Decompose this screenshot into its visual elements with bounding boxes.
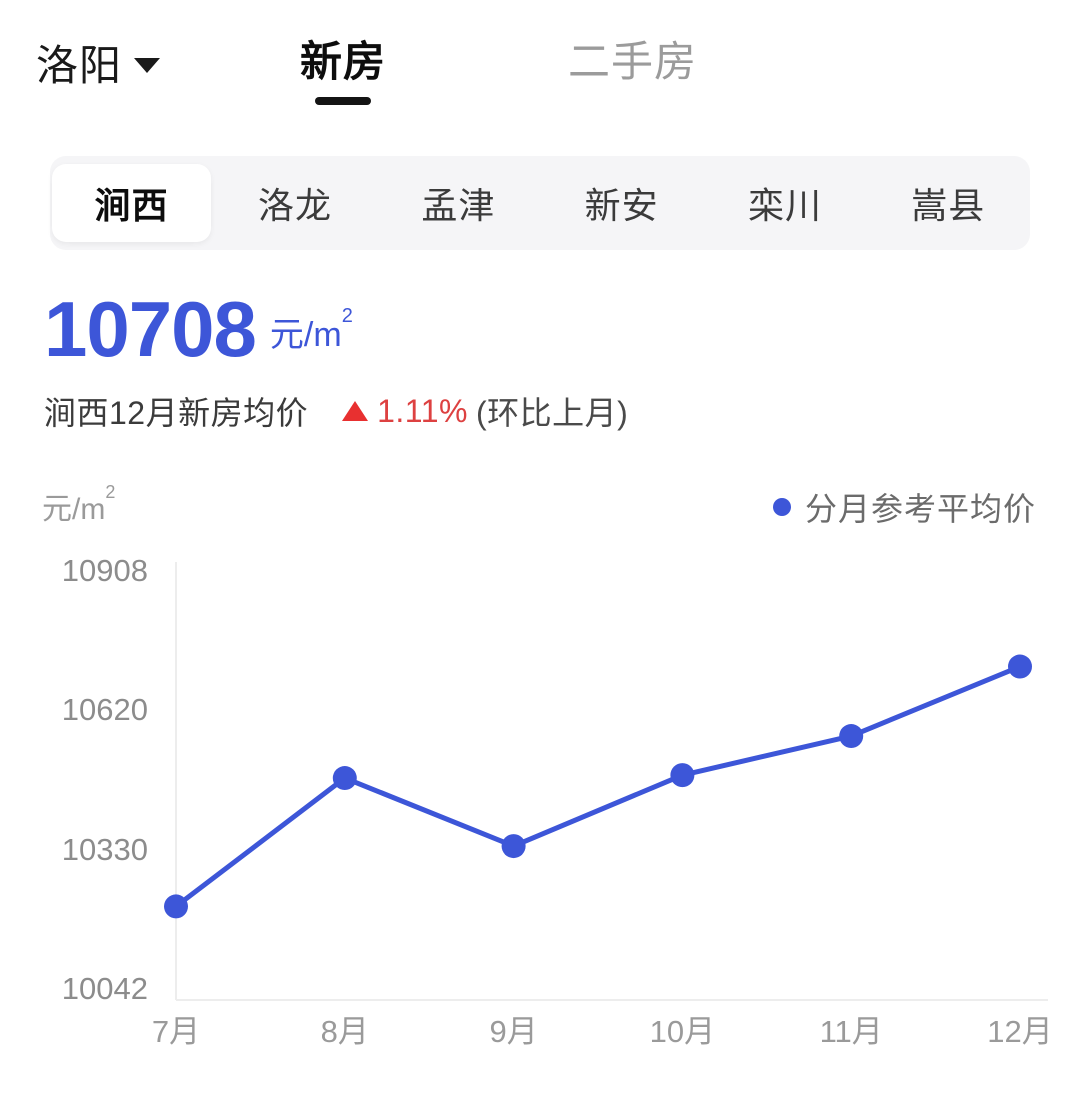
price-change-badge: 1.11% <box>342 393 468 430</box>
series-data-point[interactable] <box>839 724 864 749</box>
y-axis-tick-labels: 10908 10620 10330 10042 <box>62 553 148 1006</box>
series-data-point[interactable] <box>332 766 357 791</box>
series-data-point[interactable] <box>1008 654 1032 679</box>
city-selector[interactable]: 洛阳 <box>36 32 161 93</box>
chart-axes <box>175 562 1048 1001</box>
price-trend-chart: 元/m2 分月参考平均价 10908 10620 10330 10042 7月 8月 9月… <box>0 470 1080 1116</box>
district-tab-jianxi[interactable]: 涧西 <box>52 164 212 242</box>
tab-inactive-underline <box>605 97 661 105</box>
tab-new-house[interactable]: 新房 <box>300 28 386 109</box>
price-change-value: 1.11% <box>377 392 468 429</box>
y-axis-tick-label: 10908 <box>62 553 148 588</box>
price-subtitle-row: 涧西12月新房均价 1.11% (环比上月) <box>44 388 628 434</box>
series-data-point[interactable] <box>670 763 695 788</box>
price-subtitle: 涧西12月新房均价 <box>44 395 309 432</box>
y-axis-tick-label: 10330 <box>62 832 148 867</box>
district-tab-bar: 涧西 洛龙 孟津 新安 栾川 嵩县 <box>50 156 1030 250</box>
tab-second-hand-house[interactable]: 二手房 <box>568 28 697 109</box>
x-axis-tick-label: 8月 <box>321 1014 369 1049</box>
district-tab-xinan[interactable]: 新安 <box>584 185 659 226</box>
x-axis-tick-label: 9月 <box>489 1014 537 1049</box>
x-axis-tick-label: 12月 <box>987 1014 1052 1049</box>
top-bar: 洛阳 新房 二手房 <box>0 0 1080 130</box>
chart-y-axis-unit: 元/m2 <box>42 482 116 528</box>
chart-legend: 分月参考平均价 <box>772 484 1036 530</box>
tab-new-house-label: 新房 <box>300 38 387 85</box>
chevron-down-icon <box>134 58 161 73</box>
segment-tabs: 新房 二手房 <box>300 28 697 109</box>
x-axis-tick-label: 7月 <box>152 1014 200 1049</box>
chart-canvas: 10908 10620 10330 10042 7月 8月 9月 10月 11月 12月 <box>62 553 1053 1049</box>
series-line-path <box>173 664 1023 909</box>
average-price-value: 10708 <box>44 285 257 373</box>
chart-y-unit-text: 元/m <box>42 493 106 526</box>
legend-dot-icon <box>772 498 791 516</box>
tab-second-hand-house-label: 二手房 <box>568 38 698 85</box>
price-unit-text: 元/m <box>269 316 342 355</box>
price-summary: 10708 元/m2 涧西12月新房均价 1.11% (环比上月) <box>44 285 628 434</box>
x-axis-tick-label: 10月 <box>650 1014 715 1049</box>
y-axis-tick-label: 10042 <box>62 971 148 1006</box>
y-axis-tick-label: 10620 <box>62 692 148 727</box>
series-data-point[interactable] <box>501 834 526 859</box>
series-data-point[interactable] <box>164 894 188 919</box>
x-axis-tick-labels: 7月 8月 9月 10月 11月 12月 <box>152 1014 1053 1049</box>
series-data-points <box>164 654 1032 919</box>
chart-y-unit-superscript: 2 <box>105 482 116 502</box>
district-tab-luanchuan[interactable]: 栾川 <box>747 185 822 226</box>
price-unit-superscript: 2 <box>341 304 353 327</box>
average-price-unit: 元/m2 <box>269 304 353 356</box>
triangle-up-icon <box>342 401 369 422</box>
district-tab-luolong[interactable]: 洛龙 <box>257 185 332 226</box>
price-row: 10708 元/m2 <box>44 285 628 373</box>
district-tab-mengjin[interactable]: 孟津 <box>421 185 496 226</box>
city-name: 洛阳 <box>36 42 123 89</box>
legend-label: 分月参考平均价 <box>804 491 1036 527</box>
district-tab-songxian[interactable]: 嵩县 <box>911 185 986 226</box>
tab-active-underline <box>315 97 371 105</box>
x-axis-tick-label: 11月 <box>820 1014 883 1049</box>
price-change-note: (环比上月) <box>475 395 629 432</box>
